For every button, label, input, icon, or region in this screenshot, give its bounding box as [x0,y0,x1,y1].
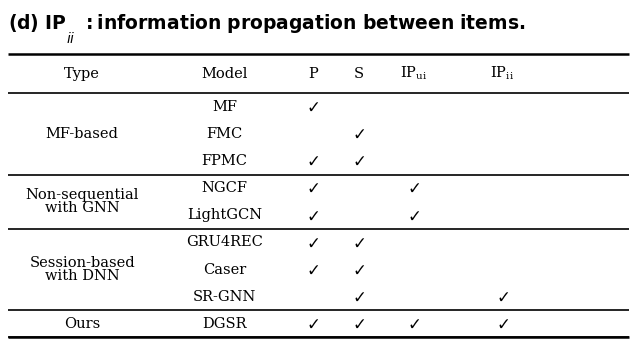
Text: MF: MF [212,100,237,114]
Text: $\mathbf{(d)\ IP}$: $\mathbf{(d)\ IP}$ [8,12,66,34]
Text: $\checkmark$: $\checkmark$ [352,125,365,143]
Text: $\checkmark$: $\checkmark$ [408,315,420,333]
Text: SR-GNN: SR-GNN [193,290,256,304]
Text: NGCF: NGCF [202,181,247,195]
Text: with DNN: with DNN [45,269,119,283]
Text: $\checkmark$: $\checkmark$ [408,179,420,197]
Text: MF-based: MF-based [46,127,119,141]
Text: IP$_{\mathregular{ii}}$: IP$_{\mathregular{ii}}$ [490,65,514,82]
Text: $\checkmark$: $\checkmark$ [307,98,319,116]
Text: $\checkmark$: $\checkmark$ [408,206,420,225]
Text: with GNN: with GNN [45,201,119,216]
Text: FPMC: FPMC [202,154,247,168]
Text: $\mathbf{: information\ propagation\ between\ items.}$: $\mathbf{: information\ propagation\ bet… [82,12,525,35]
Text: DGSR: DGSR [202,317,246,331]
Text: $\checkmark$: $\checkmark$ [352,288,365,306]
Text: $\checkmark$: $\checkmark$ [307,234,319,252]
Text: $\checkmark$: $\checkmark$ [307,315,319,333]
Text: P: P [308,66,318,81]
Text: $\checkmark$: $\checkmark$ [496,288,509,306]
Text: S: S [353,66,363,81]
Text: FMC: FMC [206,127,243,141]
Text: $\mathit{ii}$: $\mathit{ii}$ [66,31,75,46]
Text: $\checkmark$: $\checkmark$ [307,152,319,170]
Text: Model: Model [201,66,248,81]
Text: $\checkmark$: $\checkmark$ [307,179,319,197]
Text: $\checkmark$: $\checkmark$ [496,315,509,333]
Text: $\checkmark$: $\checkmark$ [307,261,319,279]
Text: $\checkmark$: $\checkmark$ [352,261,365,279]
Text: $\checkmark$: $\checkmark$ [352,152,365,170]
Text: Type: Type [64,66,100,81]
Text: Session-based: Session-based [29,256,135,270]
Text: GRU4REC: GRU4REC [186,236,263,249]
Text: $\checkmark$: $\checkmark$ [352,315,365,333]
Text: $\checkmark$: $\checkmark$ [352,234,365,252]
Text: $\checkmark$: $\checkmark$ [307,206,319,225]
Text: IP$_{\mathregular{ui}}$: IP$_{\mathregular{ui}}$ [400,65,428,82]
Text: Non-sequential: Non-sequential [25,188,139,202]
Text: Caser: Caser [203,263,246,276]
Text: LightGCN: LightGCN [187,208,262,222]
Text: Ours: Ours [64,317,100,331]
